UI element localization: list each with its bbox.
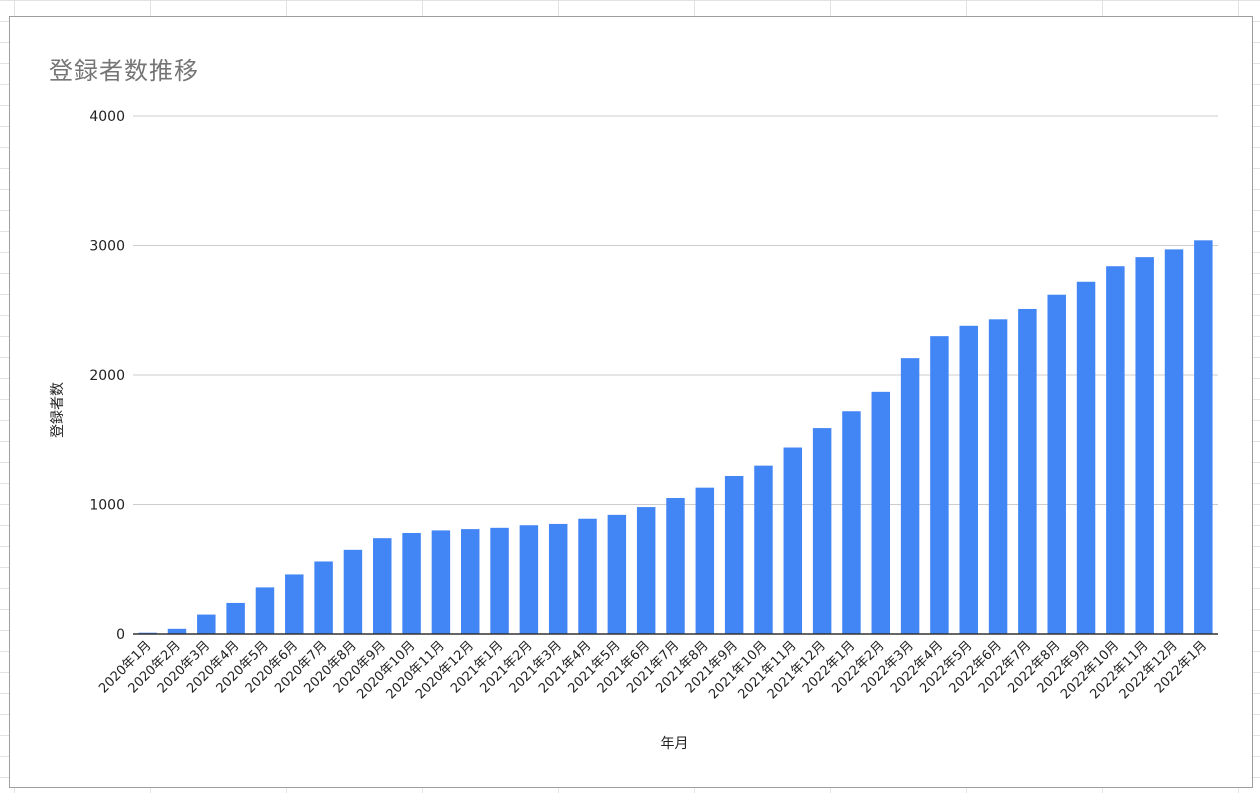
x-axis-title: 年月 — [661, 736, 689, 752]
bar[interactable] — [900, 358, 920, 634]
bar[interactable] — [842, 411, 861, 634]
bar[interactable] — [930, 336, 949, 634]
y-tick-label: 2000 — [89, 368, 125, 384]
bar[interactable] — [519, 525, 539, 634]
bar[interactable] — [1106, 266, 1125, 634]
gridlines — [133, 115, 1218, 505]
y-tick-label: 0 — [116, 627, 125, 643]
y-tick-label: 3000 — [89, 239, 125, 255]
bar[interactable] — [548, 523, 568, 634]
bar[interactable] — [1018, 308, 1037, 634]
bar[interactable] — [607, 514, 627, 634]
bar[interactable] — [1194, 240, 1213, 634]
bar[interactable] — [578, 518, 597, 634]
bars — [138, 240, 1213, 634]
bar[interactable] — [666, 498, 685, 634]
y-tick-label: 4000 — [89, 109, 125, 125]
bar[interactable] — [695, 487, 715, 634]
bar[interactable] — [1135, 257, 1154, 634]
bar[interactable] — [314, 561, 333, 634]
bar[interactable] — [812, 428, 832, 634]
x-axis-tick-labels: 2020年1月2020年2月2020年3月2020年4月2020年5月2020年… — [96, 638, 1210, 702]
bar[interactable] — [343, 549, 363, 634]
bar[interactable] — [167, 628, 187, 634]
y-axis-tick-labels: 0 1000 2000 3000 4000 — [89, 109, 125, 643]
bar[interactable] — [724, 476, 744, 634]
bar[interactable] — [490, 527, 509, 634]
chart-container[interactable]: 登録者数推移 — [9, 16, 1253, 788]
bar[interactable] — [255, 587, 275, 634]
bar[interactable] — [1047, 294, 1066, 634]
bar[interactable] — [373, 538, 392, 634]
bar[interactable] — [197, 614, 216, 634]
bar[interactable] — [959, 325, 978, 634]
bar[interactable] — [1164, 249, 1184, 634]
y-axis-title: 登録者数 — [50, 382, 66, 438]
bar[interactable] — [988, 319, 1008, 634]
bar[interactable] — [431, 530, 451, 634]
bar[interactable] — [783, 447, 803, 634]
bar[interactable] — [460, 529, 480, 634]
bar[interactable] — [636, 507, 656, 634]
bar[interactable] — [402, 532, 421, 634]
chart-title: 登録者数推移 — [49, 57, 199, 85]
bar[interactable] — [871, 391, 891, 634]
bar[interactable] — [1076, 281, 1096, 634]
y-tick-label: 1000 — [89, 498, 125, 514]
bar[interactable] — [226, 602, 245, 634]
bar[interactable] — [754, 465, 773, 634]
bar[interactable] — [285, 574, 304, 634]
